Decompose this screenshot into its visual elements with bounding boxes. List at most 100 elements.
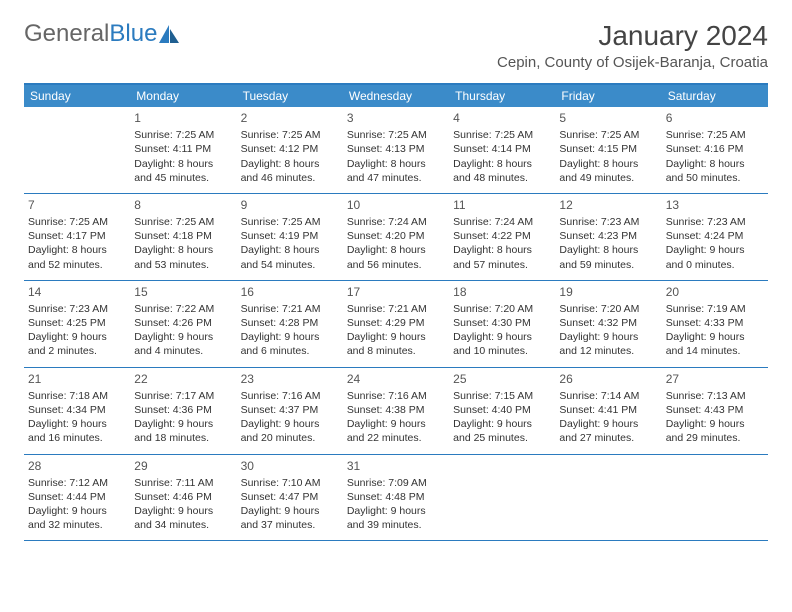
day-cell: 9Sunrise: 7:25 AMSunset: 4:19 PMDaylight… [237, 194, 343, 280]
day-cell: 28Sunrise: 7:12 AMSunset: 4:44 PMDayligh… [24, 455, 130, 541]
day-number: 16 [241, 284, 339, 300]
day-number: 5 [559, 110, 657, 126]
day-d1: Daylight: 8 hours [666, 157, 764, 171]
day-sr: Sunrise: 7:12 AM [28, 476, 126, 490]
day-d2: and 52 minutes. [28, 258, 126, 272]
day-ss: Sunset: 4:32 PM [559, 316, 657, 330]
weeks-container: 1Sunrise: 7:25 AMSunset: 4:11 PMDaylight… [24, 107, 768, 541]
day-d2: and 32 minutes. [28, 518, 126, 532]
day-sr: Sunrise: 7:16 AM [347, 389, 445, 403]
day-cell: 29Sunrise: 7:11 AMSunset: 4:46 PMDayligh… [130, 455, 236, 541]
logo-text-1: General [24, 20, 109, 48]
day-number: 24 [347, 371, 445, 387]
day-cell: 3Sunrise: 7:25 AMSunset: 4:13 PMDaylight… [343, 107, 449, 193]
day-cell: 5 Sunrise: 7:25 AMSunset: 4:15 PMDaylight… [555, 107, 661, 193]
day-cell: 31Sunrise: 7:09 AMSunset: 4:48 PMDayligh… [343, 455, 449, 541]
day-d1: Daylight: 9 hours [347, 330, 445, 344]
day-d1: Daylight: 8 hours [134, 157, 232, 171]
day-cell: 14Sunrise: 7:23 AMSunset: 4:25 PMDayligh… [24, 281, 130, 367]
day-sr: Sunrise: 7:25 AM [134, 128, 232, 142]
location: Cepin, County of Osijek-Baranja, Croatia [497, 54, 768, 71]
day-cell: 23Sunrise: 7:16 AMSunset: 4:37 PMDayligh… [237, 368, 343, 454]
day-d1: Daylight: 9 hours [28, 417, 126, 431]
day-d1: Daylight: 9 hours [559, 417, 657, 431]
day-ss: Sunset: 4:33 PM [666, 316, 764, 330]
day-ss: Sunset: 4:44 PM [28, 490, 126, 504]
day-d1: Daylight: 8 hours [559, 157, 657, 171]
day-cell: 11Sunrise: 7:24 AMSunset: 4:22 PMDayligh… [449, 194, 555, 280]
dow-wednesday: Wednesday [343, 85, 449, 107]
dow-row: Sunday Monday Tuesday Wednesday Thursday… [24, 85, 768, 107]
day-number: 19 [559, 284, 657, 300]
day-d2: and 54 minutes. [241, 258, 339, 272]
day-number: 6 [666, 110, 764, 126]
month-title: January 2024 [497, 20, 768, 52]
day-d2: and 8 minutes. [347, 344, 445, 358]
day-d1: Daylight: 9 hours [241, 504, 339, 518]
day-cell [24, 107, 130, 193]
day-ss: Sunset: 4:34 PM [28, 403, 126, 417]
day-cell: 8 Sunrise: 7:25 AMSunset: 4:18 PMDaylight… [130, 194, 236, 280]
dow-friday: Friday [555, 85, 661, 107]
day-ss: Sunset: 4:43 PM [666, 403, 764, 417]
day-sr: Sunrise: 7:25 AM [134, 215, 232, 229]
day-d2: and 53 minutes. [134, 258, 232, 272]
day-ss: Sunset: 4:25 PM [28, 316, 126, 330]
day-cell: 1Sunrise: 7:25 AMSunset: 4:11 PMDaylight… [130, 107, 236, 193]
day-d1: Daylight: 9 hours [241, 417, 339, 431]
day-d1: Daylight: 8 hours [347, 243, 445, 257]
day-cell [449, 455, 555, 541]
day-ss: Sunset: 4:16 PM [666, 142, 764, 156]
day-number: 8 [134, 197, 232, 213]
day-number: 29 [134, 458, 232, 474]
dow-saturday: Saturday [662, 85, 768, 107]
day-ss: Sunset: 4:14 PM [453, 142, 551, 156]
day-d2: and 47 minutes. [347, 171, 445, 185]
day-d2: and 10 minutes. [453, 344, 551, 358]
day-ss: Sunset: 4:40 PM [453, 403, 551, 417]
logo-sail-icon [159, 25, 181, 43]
day-sr: Sunrise: 7:14 AM [559, 389, 657, 403]
day-d2: and 6 minutes. [241, 344, 339, 358]
day-d1: Daylight: 9 hours [28, 330, 126, 344]
dow-tuesday: Tuesday [237, 85, 343, 107]
day-cell: 20Sunrise: 7:19 AMSunset: 4:33 PMDayligh… [662, 281, 768, 367]
day-d2: and 14 minutes. [666, 344, 764, 358]
day-cell: 30Sunrise: 7:10 AMSunset: 4:47 PMDayligh… [237, 455, 343, 541]
day-d2: and 16 minutes. [28, 431, 126, 445]
day-number: 13 [666, 197, 764, 213]
day-sr: Sunrise: 7:24 AM [453, 215, 551, 229]
day-sr: Sunrise: 7:16 AM [241, 389, 339, 403]
day-cell: 13Sunrise: 7:23 AMSunset: 4:24 PMDayligh… [662, 194, 768, 280]
day-sr: Sunrise: 7:21 AM [241, 302, 339, 316]
day-ss: Sunset: 4:19 PM [241, 229, 339, 243]
day-sr: Sunrise: 7:25 AM [28, 215, 126, 229]
day-ss: Sunset: 4:12 PM [241, 142, 339, 156]
week-row: 1Sunrise: 7:25 AMSunset: 4:11 PMDaylight… [24, 107, 768, 194]
day-number: 10 [347, 197, 445, 213]
day-sr: Sunrise: 7:25 AM [559, 128, 657, 142]
day-cell: 25Sunrise: 7:15 AMSunset: 4:40 PMDayligh… [449, 368, 555, 454]
day-d2: and 59 minutes. [559, 258, 657, 272]
day-d2: and 20 minutes. [241, 431, 339, 445]
day-cell: 2Sunrise: 7:25 AMSunset: 4:12 PMDaylight… [237, 107, 343, 193]
day-sr: Sunrise: 7:24 AM [347, 215, 445, 229]
day-d1: Daylight: 8 hours [453, 157, 551, 171]
day-d1: Daylight: 8 hours [134, 243, 232, 257]
day-ss: Sunset: 4:24 PM [666, 229, 764, 243]
day-ss: Sunset: 4:17 PM [28, 229, 126, 243]
day-ss: Sunset: 4:29 PM [347, 316, 445, 330]
day-cell: 18Sunrise: 7:20 AMSunset: 4:30 PMDayligh… [449, 281, 555, 367]
day-d2: and 57 minutes. [453, 258, 551, 272]
day-ss: Sunset: 4:15 PM [559, 142, 657, 156]
day-cell: 4Sunrise: 7:25 AMSunset: 4:14 PMDaylight… [449, 107, 555, 193]
day-d2: and 48 minutes. [453, 171, 551, 185]
day-ss: Sunset: 4:18 PM [134, 229, 232, 243]
day-cell: 21Sunrise: 7:18 AMSunset: 4:34 PMDayligh… [24, 368, 130, 454]
day-ss: Sunset: 4:30 PM [453, 316, 551, 330]
day-d2: and 50 minutes. [666, 171, 764, 185]
day-cell [662, 455, 768, 541]
week-row: 14Sunrise: 7:23 AMSunset: 4:25 PMDayligh… [24, 281, 768, 368]
day-number: 7 [28, 197, 126, 213]
day-d2: and 49 minutes. [559, 171, 657, 185]
